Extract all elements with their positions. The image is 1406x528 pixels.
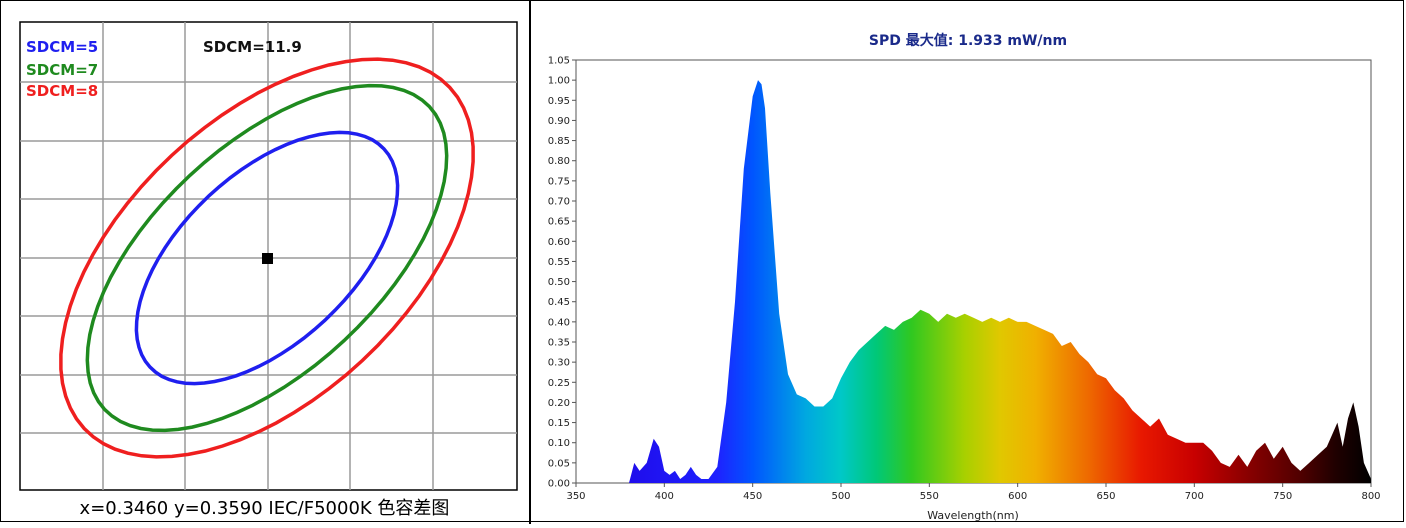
ellipse-sdcm-7 [85, 83, 449, 433]
spd-y-axis: 0.00 0.05 0.10 0.15 0.20 0.25 0.30 0.35 0.40 0.45… [548, 56, 576, 490]
sdcm-ellipses [59, 57, 475, 459]
sdcm-grid [20, 22, 517, 490]
spd-x-tick-label: 650 [1096, 491, 1115, 502]
spd-y-tick-label: 0.75 [548, 176, 570, 187]
spd-panel: SPD 最大值: 1.933 mW/nm 0.00 0.05 0.10 0.15 0.2… [531, 0, 1406, 524]
spd-y-tick-label: 0.05 [548, 458, 570, 469]
spd-x-tick-label: 450 [743, 491, 762, 502]
spd-y-tick-label: 0.85 [548, 136, 570, 147]
sdcm-caption: x=0.3460 y=0.3590 IEC/F5000K 色容差图 [79, 498, 450, 519]
spd-y-tick-label: 0.55 [548, 257, 570, 268]
chromaticity-point [262, 253, 273, 264]
spd-x-tick-label: 750 [1273, 491, 1292, 502]
spd-y-tick-label: 0.95 [548, 96, 570, 107]
spd-x-tick-label: 550 [920, 491, 939, 502]
spd-x-tick-label: 600 [1008, 491, 1027, 502]
legend-sdcm-5: SDCM=5 [26, 38, 98, 56]
spd-x-tick-label: 500 [831, 491, 850, 502]
spd-y-tick-label: 0.70 [548, 197, 570, 208]
spd-x-axis-label: Wavelength(nm) [927, 509, 1019, 522]
spd-y-tick-label: 0.50 [548, 277, 570, 288]
spd-y-tick-label: 0.45 [548, 297, 570, 308]
spd-x-tick-label: 400 [655, 491, 674, 502]
spd-y-tick-label: 1.00 [548, 76, 570, 87]
spd-y-tick-label: 0.10 [548, 438, 570, 449]
spd-y-tick-label: 0.80 [548, 156, 570, 167]
legend-sdcm-7: SDCM=7 [26, 61, 98, 79]
ellipse-sdcm-5 [134, 130, 400, 386]
spd-y-tick-label: 0.60 [548, 237, 570, 248]
spd-plot: SPD 最大值: 1.933 mW/nm 0.00 0.05 0.10 0.15 0.2… [548, 32, 1381, 522]
spd-title: SPD 最大值: 1.933 mW/nm [869, 32, 1067, 49]
spd-y-tick-label: 0.25 [548, 378, 570, 389]
spd-y-tick-label: 0.20 [548, 398, 570, 409]
spd-y-tick-label: 1.05 [548, 56, 570, 67]
spd-x-axis: 350 400 450 500 550 600 650 700 750 800 [566, 483, 1381, 502]
panel-divider [529, 0, 531, 524]
spd-y-tick-label: 0.30 [548, 358, 570, 369]
spd-x-tick-label: 800 [1361, 491, 1380, 502]
spd-y-tick-label: 0.90 [548, 116, 570, 127]
spd-y-tick-label: 0.65 [548, 217, 570, 228]
spd-y-tick-label: 0.00 [548, 479, 570, 490]
spd-x-tick-label: 350 [566, 491, 585, 502]
spd-y-tick-label: 0.35 [548, 338, 570, 349]
sdcm-plot: SDCM=5 SDCM=7 SDCM=8 SDCM=11.9 [19, 21, 518, 491]
spd-y-tick-label: 0.40 [548, 317, 570, 328]
spd-y-tick-label: 0.15 [548, 418, 570, 429]
sdcm-panel: SDCM=5 SDCM=7 SDCM=8 SDCM=11.9 x=0.3460 … [0, 0, 529, 524]
sdcm-value-title: SDCM=11.9 [203, 38, 302, 56]
spd-x-tick-label: 700 [1185, 491, 1204, 502]
ellipse-sdcm-8 [59, 57, 475, 459]
spd-area [576, 80, 1371, 483]
legend-sdcm-8: SDCM=8 [26, 82, 98, 100]
